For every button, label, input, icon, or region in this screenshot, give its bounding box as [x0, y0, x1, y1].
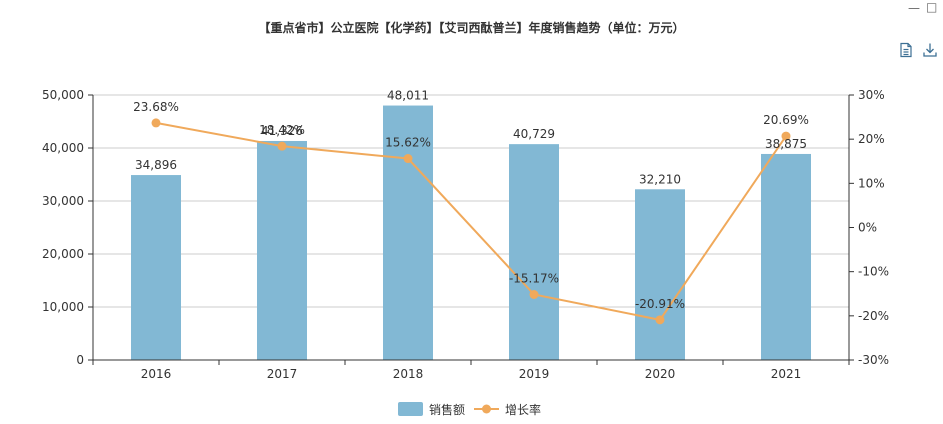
legend-label-growth: 增长率 — [505, 403, 542, 417]
legend-label-sales: 销售额 — [429, 403, 466, 417]
legend-swatch-line — [474, 404, 499, 414]
y-right-tick-label: -10% — [858, 265, 889, 279]
bar-2017 — [257, 140, 307, 360]
bar-value-label: 40,729 — [513, 127, 555, 141]
growth-value-label: -20.91% — [635, 297, 685, 311]
bar-2021 — [761, 153, 811, 360]
growth-value-label: 20.69% — [763, 113, 809, 127]
maximize-icon[interactable]: □ — [926, 0, 938, 14]
bar-2018 — [383, 105, 433, 360]
growth-point-2019 — [529, 290, 539, 300]
growth-line — [155, 121, 787, 321]
growth-point-2021 — [781, 131, 791, 141]
y-left-tick-label: 30,000 — [42, 194, 84, 208]
bar-value-label: 34,896 — [135, 158, 177, 172]
x-tick-label: 2017 — [267, 367, 298, 381]
y-right-tick-label: 20% — [858, 132, 885, 146]
legend-item-sales[interactable]: 销售额 — [398, 400, 465, 417]
y-right-tick-label: 10% — [858, 176, 885, 190]
growth-value-label: 15.62% — [385, 136, 431, 150]
bar-2016 — [131, 175, 181, 360]
y-right-tick-label: 0% — [858, 221, 877, 235]
x-tick-label: 2021 — [771, 367, 802, 381]
x-tick-label: 2016 — [141, 367, 172, 381]
legend-item-growth[interactable]: 增长率 — [474, 400, 546, 417]
y-right-tick-label: -30% — [858, 353, 889, 367]
growth-value-label: 23.68% — [133, 100, 179, 114]
growth-value-label: -15.17% — [509, 272, 559, 286]
legend: 销售额 增长率 — [0, 400, 943, 420]
x-tick-label: 2020 — [645, 367, 676, 381]
y-left-tick-label: 0 — [76, 353, 84, 367]
y-left-tick-label: 20,000 — [42, 247, 84, 261]
x-tick-label: 2018 — [393, 367, 424, 381]
chart-plot: 0 10,000 20,000 30,000 40,000 50,000 -30% -20% -… — [42, 88, 889, 381]
legend-swatch-bar — [398, 402, 423, 416]
bar-value-label: 32,210 — [639, 172, 681, 186]
x-tick-label: 2019 — [519, 367, 550, 381]
minimize-icon[interactable]: — — [908, 1, 920, 15]
bar-value-label: 41,326 — [261, 124, 303, 138]
bar-value-label: 38,875 — [765, 137, 807, 151]
y-left-tick-label: 50,000 — [42, 88, 84, 102]
bar-2019 — [509, 144, 559, 360]
chart-title: 【重点省市】公立医院【化学药】【艾司西酞普兰】年度销售趋势（单位：万元） — [258, 21, 685, 35]
growth-value-label: 18.42% — [259, 123, 305, 137]
y-left-tick-label: 40,000 — [42, 141, 84, 155]
data-view-icon[interactable] — [898, 42, 914, 58]
growth-point-2017 — [277, 141, 287, 151]
download-icon[interactable] — [922, 42, 938, 58]
growth-point-2020 — [655, 315, 665, 325]
bar-value-label: 48,011 — [387, 89, 429, 103]
y-right-tick-label: -20% — [858, 309, 889, 323]
y-left-tick-label: 10,000 — [42, 300, 84, 314]
growth-point-2018 — [403, 154, 413, 164]
y-right-tick-label: 30% — [858, 88, 885, 102]
bar-2020 — [635, 189, 685, 360]
growth-point-2016 — [151, 118, 161, 128]
